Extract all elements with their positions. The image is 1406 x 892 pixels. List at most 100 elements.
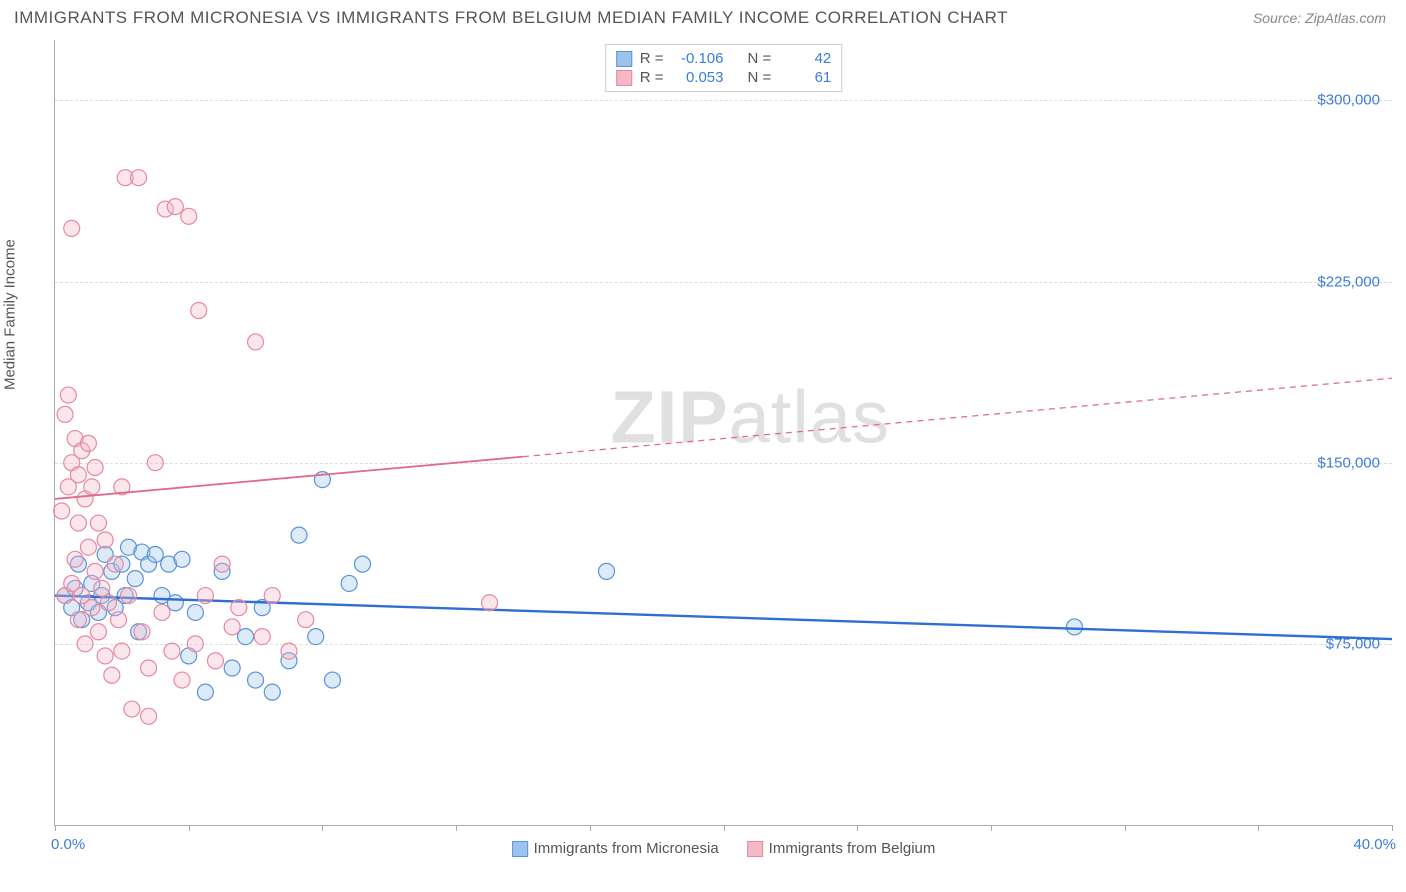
data-point (224, 619, 240, 635)
data-point (64, 220, 80, 236)
r-value-1: 0.053 (672, 69, 724, 86)
swatch-icon (616, 51, 632, 67)
data-point (174, 672, 190, 688)
data-point (70, 467, 86, 483)
chart-container: Median Family Income ZIPatlas R = -0.106… (14, 40, 1392, 874)
series-legend: Immigrants from Micronesia Immigrants fr… (512, 840, 936, 857)
data-point (134, 624, 150, 640)
data-point (167, 199, 183, 215)
data-point (97, 532, 113, 548)
data-point (248, 672, 264, 688)
data-point (90, 624, 106, 640)
data-point (187, 636, 203, 652)
data-point (341, 575, 357, 591)
x-tick (857, 825, 858, 831)
swatch-icon (512, 841, 528, 857)
y-axis-label: Median Family Income (2, 239, 19, 390)
data-point (187, 604, 203, 620)
r-label: R = (640, 69, 664, 86)
data-point (264, 588, 280, 604)
data-point (54, 503, 70, 519)
data-point (104, 667, 120, 683)
data-point (355, 556, 371, 572)
data-point (308, 629, 324, 645)
legend-item-0: Immigrants from Micronesia (512, 840, 719, 857)
data-point (80, 539, 96, 555)
x-start-label: 0.0% (51, 836, 85, 853)
data-point (482, 595, 498, 611)
data-point (60, 387, 76, 403)
data-point (197, 588, 213, 604)
n-value-1: 61 (779, 69, 831, 86)
data-point (94, 580, 110, 596)
source-label: Source: ZipAtlas.com (1253, 10, 1386, 26)
legend-row-series-1: R = 0.053 N = 61 (616, 68, 832, 87)
data-point (254, 629, 270, 645)
data-point (100, 595, 116, 611)
data-point (174, 551, 190, 567)
data-point (70, 515, 86, 531)
data-point (599, 563, 615, 579)
r-label: R = (640, 50, 664, 67)
n-value-0: 42 (779, 50, 831, 67)
data-point (127, 571, 143, 587)
data-point (80, 435, 96, 451)
x-tick (991, 825, 992, 831)
data-point (147, 546, 163, 562)
chart-title: IMMIGRANTS FROM MICRONESIA VS IMMIGRANTS… (14, 8, 1008, 28)
data-point (87, 460, 103, 476)
data-point (154, 604, 170, 620)
x-tick (1392, 825, 1393, 831)
data-point (214, 556, 230, 572)
x-tick (189, 825, 190, 831)
plot-area: ZIPatlas R = -0.106 N = 42 R = 0.053 N =… (54, 40, 1392, 826)
legend-item-1: Immigrants from Belgium (747, 840, 936, 857)
swatch-icon (747, 841, 763, 857)
x-tick (1125, 825, 1126, 831)
n-label: N = (748, 69, 772, 86)
data-point (121, 588, 137, 604)
data-point (84, 600, 100, 616)
x-tick (456, 825, 457, 831)
r-value-0: -0.106 (672, 50, 724, 67)
x-tick (724, 825, 725, 831)
x-tick (590, 825, 591, 831)
series-name-1: Immigrants from Belgium (769, 840, 936, 857)
data-point (264, 684, 280, 700)
legend-row-series-0: R = -0.106 N = 42 (616, 49, 832, 68)
data-point (70, 612, 86, 628)
data-point (141, 660, 157, 676)
data-point (207, 653, 223, 669)
data-point (87, 563, 103, 579)
data-point (191, 303, 207, 319)
data-point (67, 551, 83, 567)
swatch-icon (616, 70, 632, 86)
data-point (124, 701, 140, 717)
data-point (77, 636, 93, 652)
data-point (167, 595, 183, 611)
data-point (298, 612, 314, 628)
x-tick (1258, 825, 1259, 831)
x-tick (322, 825, 323, 831)
data-point (181, 208, 197, 224)
data-point (197, 684, 213, 700)
data-point (231, 600, 247, 616)
n-label: N = (748, 50, 772, 67)
data-point (97, 648, 113, 664)
plot-svg (55, 40, 1392, 825)
data-point (1066, 619, 1082, 635)
correlation-legend: R = -0.106 N = 42 R = 0.053 N = 61 (605, 44, 843, 92)
trend-line-dashed (523, 378, 1392, 457)
data-point (248, 334, 264, 350)
data-point (84, 479, 100, 495)
trend-line (55, 457, 523, 499)
data-point (141, 708, 157, 724)
data-point (238, 629, 254, 645)
x-end-label: 40.0% (1353, 836, 1396, 853)
data-point (114, 643, 130, 659)
x-tick (55, 825, 56, 831)
data-point (111, 612, 127, 628)
data-point (281, 643, 297, 659)
data-point (147, 455, 163, 471)
series-name-0: Immigrants from Micronesia (534, 840, 719, 857)
